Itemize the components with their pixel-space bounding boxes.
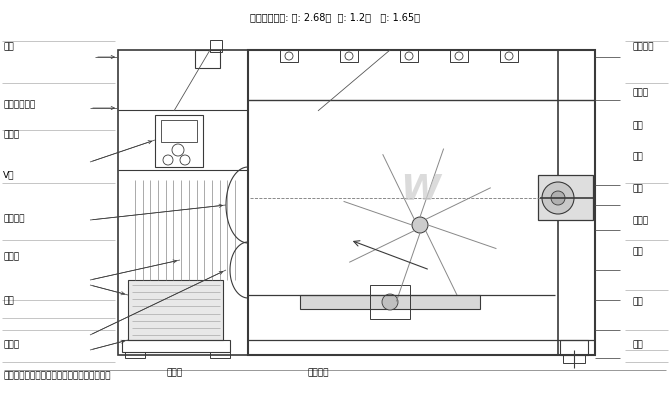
Text: 卸料拉手: 卸料拉手 — [308, 368, 329, 377]
Text: 轴承: 轴承 — [632, 247, 643, 256]
Bar — [558, 50, 595, 355]
Text: 备注：不用皮带，电机直接与减速机轮连接。: 备注：不用皮带，电机直接与减速机轮连接。 — [4, 371, 111, 380]
Text: 卸料气缸: 卸料气缸 — [632, 42, 654, 51]
Text: 手把: 手把 — [632, 297, 643, 306]
Text: 密封圈: 密封圈 — [632, 217, 649, 225]
Circle shape — [542, 182, 574, 214]
Text: 护罩: 护罩 — [3, 297, 14, 305]
Bar — [560, 340, 588, 355]
Text: 电器箱: 电器箱 — [3, 340, 19, 349]
Text: 联轴器: 联轴器 — [166, 368, 182, 377]
Text: 电机调节螺杆: 电机调节螺杆 — [3, 101, 36, 109]
Text: 减速机轮: 减速机轮 — [3, 215, 25, 223]
Bar — [500, 50, 518, 62]
Text: 大盖: 大盖 — [632, 340, 643, 349]
Bar — [400, 50, 418, 62]
Text: W: W — [400, 173, 440, 207]
Bar — [125, 352, 145, 358]
Bar — [248, 50, 595, 355]
Text: 机械外围尺寸: 长: 2.68米  宽: 1.2米   高: 1.65米: 机械外围尺寸: 长: 2.68米 宽: 1.2米 高: 1.65米 — [250, 12, 420, 22]
Bar — [300, 295, 480, 309]
Text: 减速机: 减速机 — [3, 252, 19, 261]
Bar — [195, 50, 220, 68]
Text: 浆叶: 浆叶 — [632, 152, 643, 161]
Text: 主轴: 主轴 — [632, 185, 643, 193]
Bar — [155, 115, 203, 167]
Bar — [538, 175, 593, 220]
Circle shape — [551, 191, 565, 205]
Bar — [340, 50, 358, 62]
Bar — [210, 40, 222, 52]
Bar — [118, 50, 248, 355]
Bar — [370, 285, 410, 319]
Text: 出料门: 出料门 — [632, 89, 649, 97]
Bar — [280, 50, 298, 62]
Circle shape — [412, 217, 428, 233]
Bar — [563, 355, 585, 363]
Circle shape — [382, 294, 398, 310]
Bar — [128, 280, 223, 340]
Text: 电机轮: 电机轮 — [3, 130, 19, 139]
Bar — [122, 340, 230, 352]
Bar — [450, 50, 468, 62]
Bar — [210, 352, 230, 358]
Text: V带: V带 — [3, 171, 15, 179]
Bar — [161, 120, 197, 142]
Text: 电机: 电机 — [3, 42, 14, 51]
Text: 桶体: 桶体 — [632, 122, 643, 130]
